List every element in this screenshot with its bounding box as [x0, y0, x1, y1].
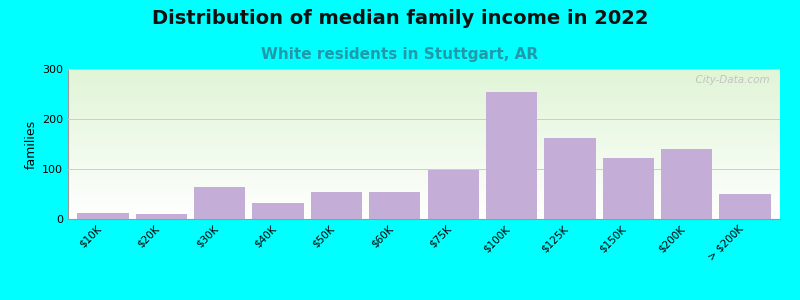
Text: White residents in Stuttgart, AR: White residents in Stuttgart, AR [262, 46, 538, 62]
Text: City-Data.com: City-Data.com [689, 75, 770, 85]
Bar [194, 187, 246, 219]
Y-axis label: families: families [25, 119, 38, 169]
Bar [661, 149, 712, 219]
Bar [719, 194, 770, 219]
Bar [544, 137, 595, 219]
Bar [427, 170, 479, 219]
Bar [369, 191, 421, 219]
Bar [136, 214, 187, 219]
Bar [253, 203, 304, 219]
Bar [310, 191, 362, 219]
Bar [602, 158, 654, 219]
Bar [78, 212, 129, 219]
Bar [486, 92, 538, 219]
Text: Distribution of median family income in 2022: Distribution of median family income in … [152, 9, 648, 28]
